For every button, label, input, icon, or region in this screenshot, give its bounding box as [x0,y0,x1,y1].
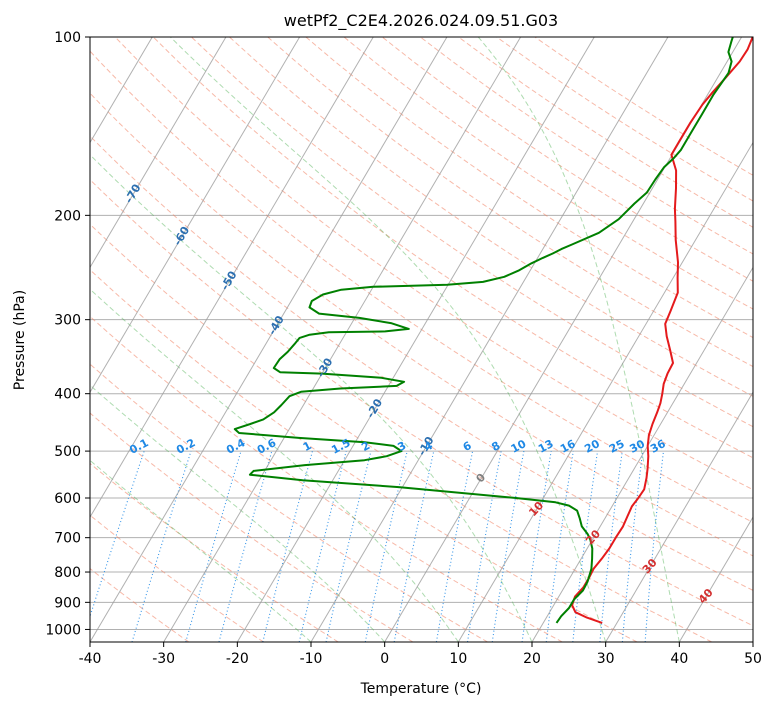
x-tick-label: 0 [380,651,389,667]
moist-adiabat [477,37,680,642]
mixing-ratio-label: 36 [648,437,668,456]
x-tick-label: 50 [744,651,762,667]
dry-adiabat [90,223,712,642]
isotherm [90,37,374,519]
dry-adiabat [90,315,563,642]
x-tick-label: -10 [300,651,323,667]
y-tick-label: 900 [54,595,81,611]
isotherm [163,37,522,642]
x-tick-label: -40 [79,651,102,667]
y-tick-label: 600 [54,491,81,507]
mixing-ratio-label: 10 [509,437,529,456]
isotherm [0,37,5,642]
isotherm [457,141,753,642]
x-tick-label: 20 [523,651,541,667]
x-tick-label: 30 [597,651,615,667]
isotherm [90,37,153,144]
plot-area [90,37,753,642]
x-tick-label: -20 [226,651,249,667]
y-tick-label: 400 [54,387,81,403]
isotherm [236,37,595,642]
mixing-ratio-label: 25 [607,437,627,456]
dry-adiabat [305,37,753,339]
x-tick-label: -30 [152,651,175,667]
isotherm [678,516,753,642]
mixing-ratio-line [185,450,242,642]
dry-adiabat [191,37,753,428]
y-tick-label: 100 [54,30,81,46]
mixing-ratio-line [218,450,273,642]
isotherm [752,641,753,642]
y-tick-label: 500 [54,444,81,460]
isotherm [90,37,448,642]
temperature-line [571,37,753,624]
y-tick-label: 700 [54,531,81,547]
moist-adiabat [90,288,459,642]
dry-adiabat [114,37,753,491]
y-axis-ticks: 100 200 300 400 500 600 700 800 900 1000 [45,30,90,638]
isotherm [90,37,301,394]
mixing-ratio-label: 13 [536,437,556,456]
y-axis-label: Pressure (hPa) [12,290,28,390]
dry-adiabat [90,412,414,642]
pressure-gridlines [90,37,753,630]
dewpoint-line [233,37,734,624]
x-tick-label: 40 [670,651,688,667]
moist-adiabat [170,37,607,642]
isotherm [310,37,669,642]
x-axis-label: Temperature (°C) [360,681,482,697]
dry-adiabat [90,178,753,627]
y-tick-label: 800 [54,565,81,581]
mixing-ratio-label: 30 [627,437,647,456]
chart-title: wetPf2_C2E4.2026.024.09.51.G03 [284,11,558,31]
mixing-ratio-label: 16 [558,437,578,456]
dry-adiabat [90,50,753,523]
mixing-ratio-line [364,450,408,642]
mixing-ratio-label: 20 [582,437,602,456]
sounding-profiles [233,37,753,624]
y-tick-label: 200 [54,208,81,224]
plot-frame [89,36,754,643]
y-tick-label: 1000 [45,622,81,638]
dry-adiabat [343,37,753,310]
mixing-ratio-line [393,450,435,642]
mixing-ratio-line [262,450,313,642]
dry-adiabat [152,37,753,459]
isotherm-label: -90 [22,102,43,126]
y-tick-label: 300 [54,313,81,329]
dry-adiabat [90,363,488,642]
dry-adiabat [90,135,753,591]
dry-adiabat [90,269,638,642]
moist-adiabat [90,384,386,642]
dry-adiabat [90,514,264,642]
isotherm [605,391,753,642]
isotherm [90,37,227,269]
x-tick-label: 10 [449,651,467,667]
x-axis-ticks: -40 -30 -20 -10 0 10 20 30 40 50 [79,642,762,667]
dry-adiabat [90,462,339,642]
moist-adiabat [90,154,533,642]
